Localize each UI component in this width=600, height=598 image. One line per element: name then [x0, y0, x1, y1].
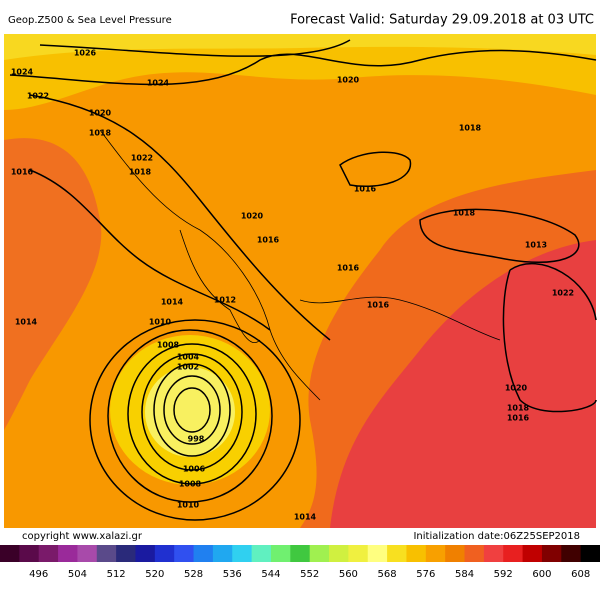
- legend-swatch: [580, 545, 600, 562]
- legend-swatch: [329, 545, 349, 562]
- legend-label: 560: [339, 569, 358, 580]
- isobar-label: 1002: [177, 363, 199, 372]
- isobar-label: 1016: [507, 414, 530, 423]
- isobar-label: 1018: [459, 124, 482, 133]
- isobar-label: 1016: [11, 168, 34, 177]
- legend-swatch: [96, 545, 117, 562]
- legend-swatch: [193, 545, 214, 562]
- legend-swatch: [154, 545, 175, 562]
- isobar-label: 1022: [552, 289, 574, 298]
- isobar-label: 1020: [89, 109, 112, 118]
- legend-swatch: [135, 545, 156, 562]
- legend-swatch: [116, 545, 136, 562]
- isobar-label: 1006: [183, 465, 206, 474]
- isobar-label: 1018: [507, 404, 530, 413]
- legend-swatch: [38, 545, 59, 562]
- isobar-label: 1014: [161, 298, 184, 307]
- isobar-label: 1020: [337, 76, 360, 85]
- isobar-label: 1012: [214, 296, 236, 305]
- legend-label: 528: [184, 569, 203, 580]
- legend-swatch: [464, 545, 485, 562]
- isobar-label: 1013: [525, 241, 547, 250]
- legend-swatch: [387, 545, 407, 562]
- isobar-label: 1016: [354, 185, 377, 194]
- legend-label: 584: [455, 569, 474, 580]
- isobar-label: 1016: [257, 236, 280, 245]
- low-core: [145, 367, 235, 457]
- forecast-valid: Forecast Valid: Saturday 29.09.2018 at 0…: [290, 13, 594, 28]
- isobar-label: 1014: [294, 513, 317, 522]
- isobar-label: 1020: [241, 212, 264, 221]
- isobar-label: 1014: [15, 318, 38, 327]
- legend-swatch: [174, 545, 195, 562]
- isobar-label: 1016: [367, 301, 390, 310]
- field-dark-orange: [4, 138, 102, 431]
- isobar-label: 1018: [453, 209, 476, 218]
- isobar-labels: 1026 1024 1024 1022 1020 1018 1020 1018 …: [11, 49, 574, 522]
- coastlines: [99, 129, 501, 401]
- isobar-label: 1024: [147, 79, 170, 88]
- legend-swatch: [348, 545, 369, 562]
- isobar-label: 1018: [129, 168, 152, 177]
- legend-label: 496: [29, 569, 48, 580]
- field-red: [330, 240, 596, 528]
- map-title: Geop.Z500 & Sea Level Pressure: [8, 15, 172, 26]
- isobar-label: 1026: [74, 49, 97, 58]
- legend-swatch: [212, 545, 233, 562]
- legend-swatch: [77, 545, 98, 562]
- isobar-label: 1022: [131, 154, 153, 163]
- legend-label: 520: [145, 569, 164, 580]
- legend-label: 544: [261, 569, 280, 580]
- field-light: [4, 34, 596, 60]
- isobar-label: 1022: [27, 92, 49, 101]
- legend-label: 576: [416, 569, 435, 580]
- initialization-date: Initialization date:06Z25SEP2018: [413, 531, 580, 542]
- legend-swatch: [290, 545, 311, 562]
- legend-swatch: [309, 545, 330, 562]
- copyright: copyright www.xalazi.gr: [22, 531, 143, 542]
- isobar-label: 1008: [157, 341, 180, 350]
- legend-swatch: [483, 545, 504, 562]
- legend-swatch: [541, 545, 562, 562]
- legend-swatch: [19, 545, 40, 562]
- legend-swatch: [522, 545, 543, 562]
- legend-label: 552: [300, 569, 319, 580]
- legend-label: 592: [494, 569, 513, 580]
- isobar-label: 998: [188, 435, 205, 444]
- legend-swatch: [561, 545, 582, 562]
- legend-swatch: [425, 545, 446, 562]
- legend-swatch: [0, 545, 20, 562]
- isobar-label: 1020: [505, 384, 528, 393]
- legend-label: 568: [378, 569, 397, 580]
- legend-swatch: [445, 545, 466, 562]
- legend-label: 600: [532, 569, 551, 580]
- map: [4, 34, 597, 528]
- isobar-label: 1008: [179, 480, 202, 489]
- legend-label: 608: [571, 569, 590, 580]
- isobar-label: 1010: [149, 318, 172, 327]
- isobar-label: 1018: [89, 129, 112, 138]
- isobar-label: 1024: [11, 68, 34, 77]
- legend-swatch: [232, 545, 253, 562]
- field-yellow: [4, 34, 596, 110]
- color-legend: 496 504 512 520 528 536 544 552 560 568 576 584 592 6…: [0, 545, 600, 580]
- isobar-label: 1004: [177, 353, 200, 362]
- isobars: [9, 39, 597, 521]
- legend-swatch: [503, 545, 524, 562]
- legend-label: 536: [223, 569, 242, 580]
- legend-label: 512: [107, 569, 126, 580]
- legend-swatch: [406, 545, 427, 562]
- isobar-label: 1016: [337, 264, 360, 273]
- legend-swatch: [251, 545, 272, 562]
- isobar-label: 1010: [177, 501, 200, 510]
- legend-swatch: [58, 545, 78, 562]
- legend-label: 504: [68, 569, 87, 580]
- legend-swatch: [367, 545, 388, 562]
- legend-swatch: [270, 545, 291, 562]
